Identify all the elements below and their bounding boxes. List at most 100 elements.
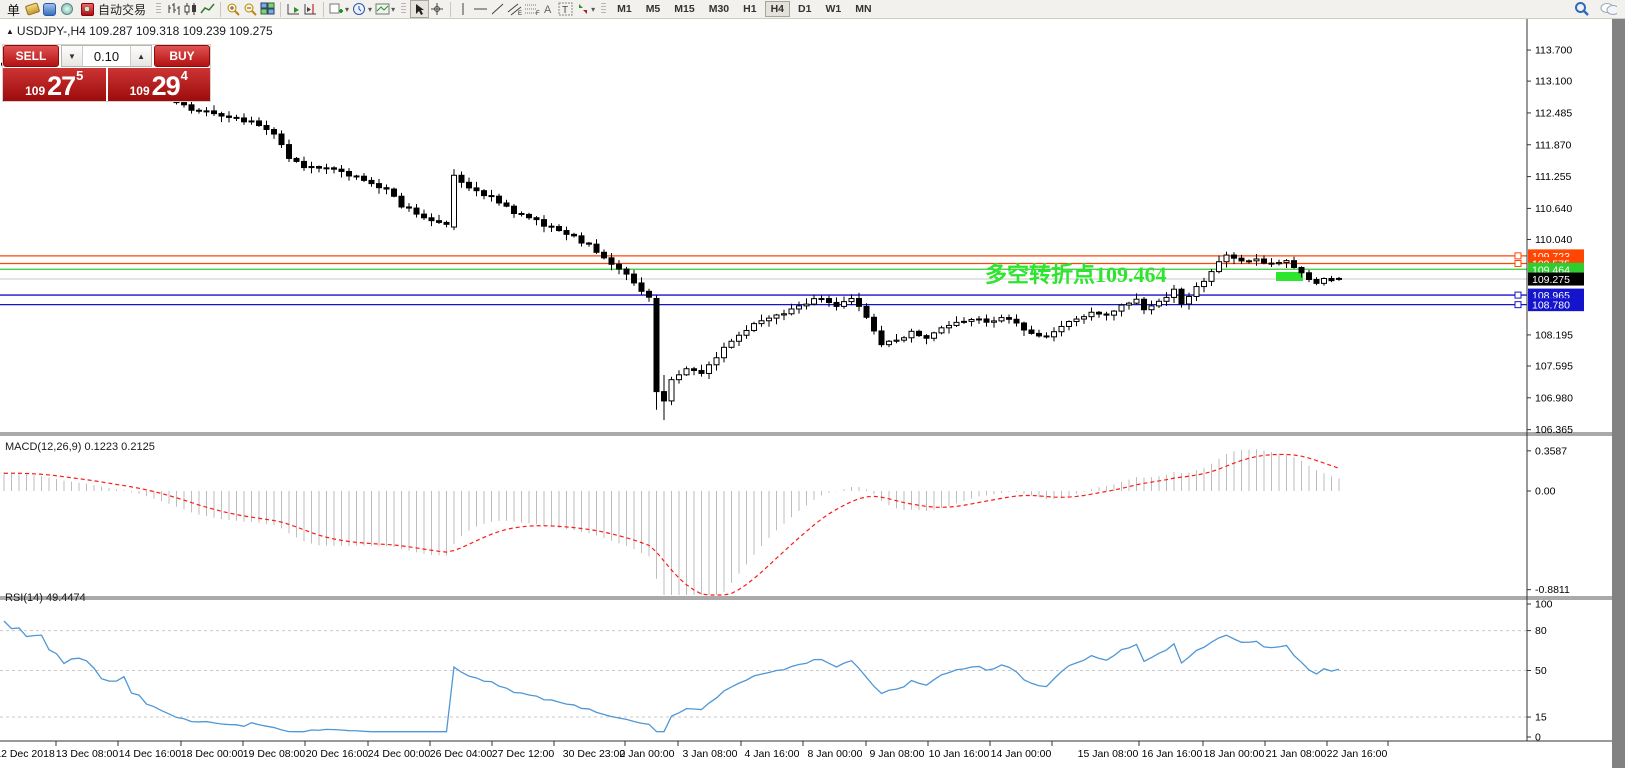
svg-text:20 Dec 16:00: 20 Dec 16:00 bbox=[306, 748, 369, 760]
svg-text:113.100: 113.100 bbox=[1535, 76, 1572, 88]
chart-title: ▲ USDJPY-,H4 109.287 109.318 109.239 109.… bbox=[6, 24, 273, 38]
community-icon[interactable] bbox=[41, 1, 58, 17]
annotations[interactable]: 多空转折点109.464 bbox=[985, 262, 1303, 287]
template-dropdown[interactable]: ▾ bbox=[391, 4, 396, 14]
crosshair-icon[interactable] bbox=[429, 1, 446, 17]
trendline-tool-icon[interactable] bbox=[489, 1, 506, 17]
buy-button[interactable]: BUY bbox=[154, 45, 210, 67]
bar-chart-icon[interactable] bbox=[165, 1, 182, 17]
svg-text:22 Jan 16:00: 22 Jan 16:00 bbox=[1327, 748, 1388, 760]
svg-text:24 Dec 00:00: 24 Dec 00:00 bbox=[368, 748, 431, 760]
line-handle bbox=[1514, 252, 1522, 260]
autotrading-button[interactable]: 自动交易 bbox=[75, 0, 152, 20]
new-chart-dropdown[interactable]: ▾ bbox=[345, 4, 350, 14]
line-handle bbox=[1514, 260, 1522, 268]
line-chart-icon[interactable] bbox=[199, 1, 216, 17]
toolbar-grip bbox=[156, 3, 162, 15]
timeframe-h1[interactable]: H1 bbox=[737, 1, 762, 17]
right-gutter bbox=[1612, 19, 1625, 768]
chat-icon[interactable] bbox=[1600, 1, 1617, 17]
svg-text:14 Jan 00:00: 14 Jan 00:00 bbox=[991, 748, 1052, 760]
svg-text:15 Jan 08:00: 15 Jan 08:00 bbox=[1078, 748, 1139, 760]
axes: 113.700 113.100 112.485 111.870 111.255 110.6… bbox=[0, 19, 1625, 768]
svg-text:A: A bbox=[544, 4, 552, 16]
svg-text:106.980: 106.980 bbox=[1535, 392, 1573, 404]
level-lines[interactable] bbox=[0, 252, 1527, 309]
tile-windows-icon[interactable] bbox=[259, 1, 276, 17]
arrows-dropdown[interactable]: ▾ bbox=[591, 4, 596, 14]
text-tool-icon[interactable]: A bbox=[540, 1, 557, 17]
horizontal-line-tool-icon[interactable] bbox=[472, 1, 489, 17]
svg-text:3 Jan 08:00: 3 Jan 08:00 bbox=[683, 748, 738, 760]
search-icon[interactable] bbox=[1573, 1, 1590, 17]
timeframe-d1[interactable]: D1 bbox=[792, 1, 817, 17]
svg-text:113.700: 113.700 bbox=[1535, 45, 1572, 57]
svg-text:27 Dec 12:00: 27 Dec 12:00 bbox=[492, 748, 555, 760]
symbol-collapse-icon[interactable]: ▲ bbox=[6, 27, 14, 36]
volume-stepper: ▼ 0.10 ▲ bbox=[61, 45, 152, 67]
svg-text:18 Dec 00:00: 18 Dec 00:00 bbox=[181, 748, 244, 760]
svg-text:14 Dec 16:00: 14 Dec 16:00 bbox=[119, 748, 182, 760]
cursor-icon[interactable] bbox=[410, 0, 430, 18]
svg-text:2 Jan 00:00: 2 Jan 00:00 bbox=[620, 748, 675, 760]
sell-price[interactable]: 109 27 5 bbox=[3, 68, 106, 101]
period-dropdown[interactable]: ▾ bbox=[368, 4, 373, 14]
new-order-icon[interactable] bbox=[24, 1, 41, 17]
equidistant-channel-tool-icon[interactable]: E bbox=[506, 1, 523, 17]
candlestick-chart-icon[interactable] bbox=[182, 1, 199, 17]
sell-button[interactable]: SELL bbox=[3, 45, 59, 67]
toolbar-separator bbox=[323, 1, 325, 17]
svg-text:109.275: 109.275 bbox=[1532, 274, 1570, 286]
svg-text:18 Jan 00:00: 18 Jan 00:00 bbox=[1204, 748, 1265, 760]
svg-text:80: 80 bbox=[1535, 625, 1547, 637]
svg-text:50: 50 bbox=[1535, 665, 1547, 677]
svg-text:-0.8811: -0.8811 bbox=[1535, 584, 1570, 596]
svg-text:4 Jan 16:00: 4 Jan 16:00 bbox=[745, 748, 800, 760]
svg-text:T: T bbox=[562, 5, 568, 16]
svg-text:多空转折点109.464: 多空转折点109.464 bbox=[985, 262, 1167, 287]
svg-text:0.00: 0.00 bbox=[1535, 486, 1556, 498]
signals-icon[interactable] bbox=[58, 1, 75, 17]
svg-text:E: E bbox=[518, 11, 522, 16]
svg-text:16 Jan 16:00: 16 Jan 16:00 bbox=[1142, 748, 1203, 760]
volume-decrease-button[interactable]: ▼ bbox=[62, 46, 83, 66]
svg-text:10 Jan 16:00: 10 Jan 16:00 bbox=[929, 748, 990, 760]
svg-text:110.640: 110.640 bbox=[1535, 203, 1572, 215]
volume-increase-button[interactable]: ▲ bbox=[130, 46, 151, 66]
order-menu-label[interactable]: 单 bbox=[7, 2, 21, 18]
timeframe-m15[interactable]: M15 bbox=[668, 1, 700, 17]
vertical-line-tool-icon[interactable] bbox=[455, 1, 472, 17]
candles[interactable] bbox=[1, 60, 1342, 421]
buy-price[interactable]: 109 29 4 bbox=[107, 68, 210, 101]
svg-text:12 Dec 2018: 12 Dec 2018 bbox=[0, 748, 55, 760]
volume-input[interactable]: 0.10 bbox=[93, 48, 120, 64]
svg-text:0: 0 bbox=[1535, 732, 1541, 744]
timeframe-m5[interactable]: M5 bbox=[640, 1, 667, 17]
timeframe-w1[interactable]: W1 bbox=[819, 1, 847, 17]
svg-text:112.485: 112.485 bbox=[1535, 107, 1572, 119]
period-clock-icon[interactable] bbox=[351, 1, 368, 17]
timeframe-mn[interactable]: MN bbox=[849, 1, 877, 17]
svg-text:F: F bbox=[536, 11, 540, 16]
new-chart-icon[interactable] bbox=[328, 1, 345, 17]
toolbar-separator bbox=[280, 1, 282, 17]
rect-object[interactable] bbox=[1276, 272, 1303, 281]
svg-text:110.040: 110.040 bbox=[1535, 234, 1572, 246]
text-label-tool-icon[interactable]: T bbox=[557, 1, 574, 17]
svg-text:111.870: 111.870 bbox=[1535, 139, 1572, 151]
zoom-in-icon[interactable] bbox=[225, 1, 242, 17]
svg-text:9 Jan 08:00: 9 Jan 08:00 bbox=[870, 748, 925, 760]
chart-shift-icon[interactable] bbox=[302, 1, 319, 17]
auto-scroll-icon[interactable] bbox=[285, 1, 302, 17]
timeframe-h4[interactable]: H4 bbox=[764, 1, 791, 17]
svg-text:106.365: 106.365 bbox=[1535, 424, 1573, 436]
fibonacci-tool-icon[interactable]: F bbox=[523, 1, 540, 17]
zoom-out-icon[interactable] bbox=[242, 1, 259, 17]
line-handle bbox=[1514, 291, 1522, 299]
svg-text:0.3587: 0.3587 bbox=[1535, 445, 1567, 457]
timeframe-m30[interactable]: M30 bbox=[703, 1, 735, 17]
arrows-tool-icon[interactable] bbox=[574, 1, 591, 17]
template-icon[interactable] bbox=[374, 1, 391, 17]
timeframe-m1[interactable]: M1 bbox=[611, 1, 638, 17]
